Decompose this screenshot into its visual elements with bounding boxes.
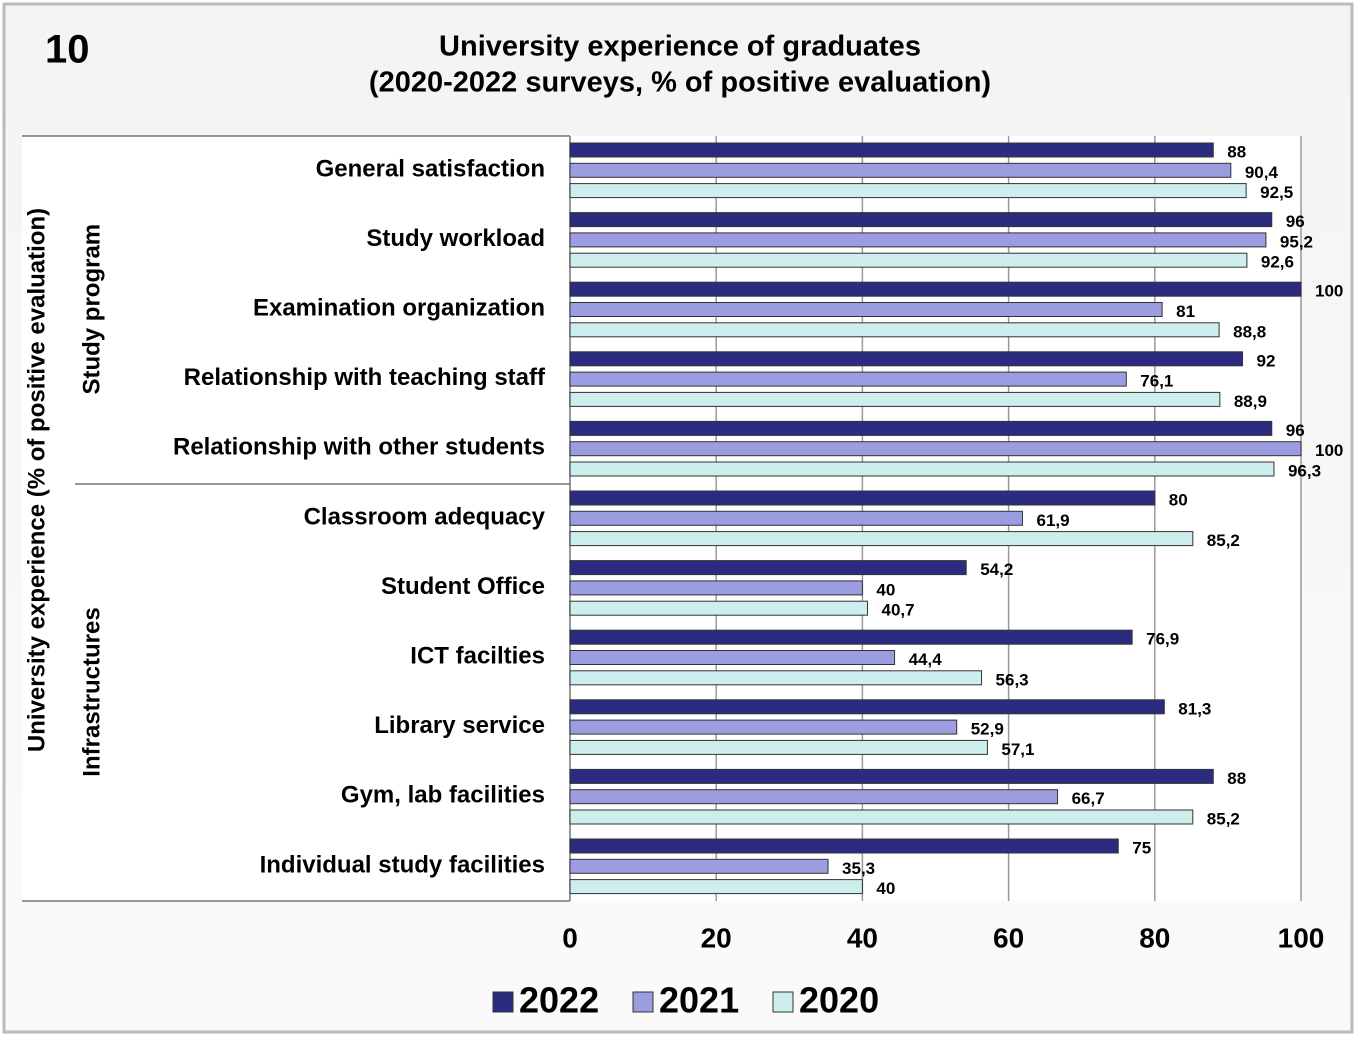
bar [569,371,1127,387]
bar [569,391,1221,407]
chart-title: (2020-2022 surveys, % of positive evalua… [369,67,991,99]
value-label: 96 [1286,421,1305,440]
value-label: 92 [1257,351,1276,370]
value-label: 90,4 [1245,163,1279,182]
bar [569,789,1059,805]
legend-swatch [632,991,654,1013]
bar [569,629,1133,645]
x-tick-label: 100 [1278,922,1325,953]
value-label: 88,9 [1234,392,1267,411]
bar [569,809,1194,825]
group-label: Infrastructures [78,607,105,776]
value-label: 75 [1132,838,1151,857]
value-label: 80 [1169,490,1188,509]
chart-number: 10 [45,28,90,72]
bar [569,858,829,874]
bar [569,600,869,616]
value-label: 81 [1176,302,1195,321]
value-label: 76,9 [1146,630,1179,649]
bar [569,650,896,665]
legend-label: 2021 [659,980,739,1021]
bar [569,281,1302,297]
value-label: 85,2 [1207,809,1240,828]
value-label: 88 [1227,142,1246,161]
bar [569,212,1273,228]
bar [569,252,1248,268]
value-label: 92,6 [1261,253,1294,272]
value-label: 96,3 [1288,461,1321,480]
category-label: Classroom adequacy [304,503,546,530]
bar [569,580,863,596]
bar [569,302,1163,317]
bar [569,441,1302,457]
bar [569,699,1165,715]
x-tick-label: 0 [562,922,578,953]
x-tick-label: 60 [993,922,1024,953]
value-label: 54,2 [980,560,1013,579]
value-label: 66,7 [1072,789,1105,808]
bar [569,183,1247,199]
bar [569,232,1267,248]
value-label: 40,7 [882,601,915,620]
category-label: Individual study facilities [260,851,545,878]
value-label: 35,3 [842,859,875,878]
value-label: 52,9 [971,720,1004,739]
label-area [22,136,570,901]
bar [569,162,1232,178]
x-tick-label: 40 [847,922,878,953]
bar [569,531,1194,547]
bar [569,461,1275,477]
bar [569,670,983,686]
category-label: Relationship with other students [173,434,545,461]
bar [569,838,1119,854]
category-label: Relationship with teaching staff [184,364,546,391]
value-label: 85,2 [1207,531,1240,550]
value-label: 40 [876,580,895,599]
value-label: 44,4 [909,650,943,669]
category-label: Gym, lab facilities [341,782,545,809]
category-label: ICT facilties [410,643,545,670]
bar [569,879,863,895]
value-label: 95,2 [1280,232,1313,251]
legend-swatch [772,991,794,1013]
value-label: 88 [1227,769,1246,788]
category-label: Examination organization [253,295,545,322]
bar [569,490,1156,506]
category-label: Student Office [381,573,545,600]
bar [569,719,958,735]
value-label: 76,1 [1140,372,1173,391]
value-label: 88,8 [1233,322,1266,341]
bar [569,510,1023,526]
group-label: Study program [78,224,105,395]
bar [569,560,967,576]
value-label: 96 [1286,212,1305,231]
category-label: Study workload [366,225,545,252]
bar [569,142,1214,158]
value-label: 92,5 [1260,183,1293,202]
bar [569,768,1214,784]
value-label: 61,9 [1036,511,1069,530]
value-label: 81,3 [1178,699,1211,718]
value-label: 57,1 [1001,740,1034,759]
value-label: 100 [1315,282,1343,301]
legend-label: 2022 [519,980,599,1021]
bar [569,322,1220,338]
bar [569,420,1273,436]
category-label: General satisfaction [316,155,545,182]
bar [569,351,1244,367]
bar [569,739,988,755]
value-label: 100 [1315,441,1343,460]
category-label: Library service [374,712,545,739]
legend-swatch [492,991,514,1013]
chart-title: University experience of graduates [439,31,921,63]
legend-label: 2020 [799,980,879,1021]
value-label: 40 [876,879,895,898]
value-label: 56,3 [996,670,1029,689]
y-axis-label: University experience (% of positive eva… [23,208,50,752]
x-tick-label: 80 [1139,922,1170,953]
x-tick-label: 20 [701,922,732,953]
